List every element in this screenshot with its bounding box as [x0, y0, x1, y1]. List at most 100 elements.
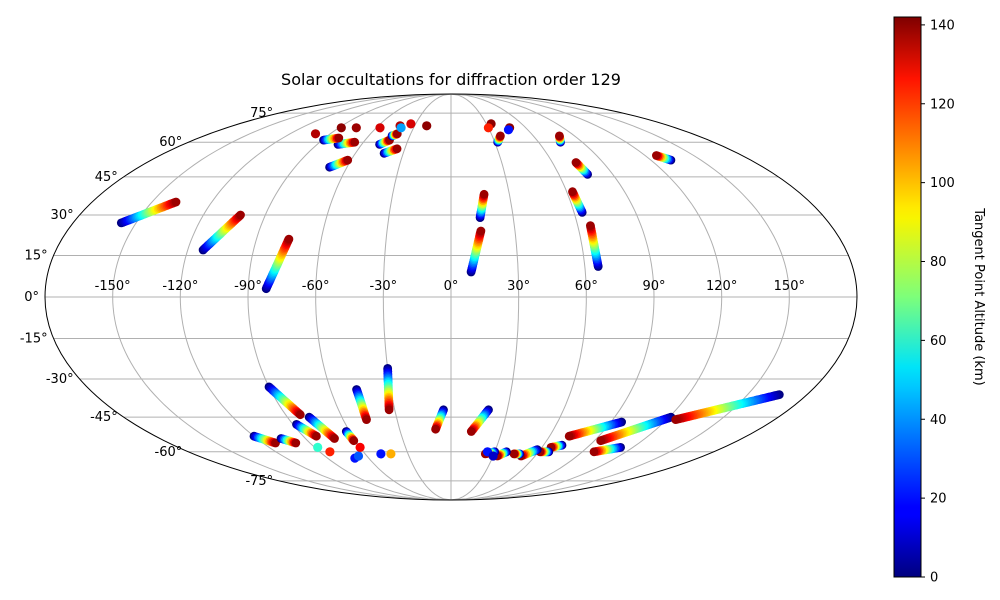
lon-tick-label: -150°	[95, 279, 131, 294]
occultation-track	[264, 382, 305, 420]
occultation-spot	[355, 442, 365, 452]
track-point	[586, 221, 595, 231]
occultation-track	[475, 189, 489, 223]
colorbar-tick-label: 80	[930, 255, 947, 270]
occultation-track	[671, 390, 784, 424]
occultation-track	[586, 221, 603, 271]
track-point	[171, 197, 181, 207]
occultation-track	[652, 151, 676, 165]
occultation-track	[249, 431, 280, 448]
lon-tick-label: 60°	[575, 279, 598, 294]
occultation-track	[375, 135, 394, 149]
occultation-track	[589, 443, 625, 457]
lon-tick-label: 150°	[774, 279, 805, 294]
lat-tick-label: -45°	[90, 410, 118, 425]
track-point	[571, 158, 581, 167]
colorbar-tick-label: 20	[930, 492, 947, 507]
occultation-track	[341, 427, 359, 446]
track-point	[349, 436, 359, 446]
colorbar	[893, 16, 922, 578]
occultation-track	[379, 144, 402, 158]
longitude-tick-labels: -150° -120° -90° -60° -30° 0° 30° 60° 90° 120° 150…	[95, 279, 805, 294]
track-point	[295, 410, 305, 420]
occultation-spot	[376, 449, 386, 459]
track-point	[384, 405, 394, 415]
occultation-spot	[351, 123, 361, 133]
track-point	[596, 436, 606, 446]
occultation-track	[304, 412, 339, 443]
track-point	[509, 449, 519, 459]
occultation-spot	[353, 451, 364, 461]
track-point	[589, 447, 599, 457]
track-point	[392, 144, 402, 154]
track-point	[568, 187, 577, 197]
occultation-track	[198, 210, 245, 255]
occultation-spot	[483, 123, 493, 133]
track-point	[334, 133, 344, 143]
track-point	[466, 427, 476, 436]
occultation-spot	[375, 123, 385, 133]
lon-tick-label: -120°	[162, 279, 198, 294]
occultation-track	[431, 405, 448, 434]
occultation-track	[292, 420, 321, 441]
occultation-track	[116, 197, 181, 228]
lat-tick-label: 0°	[24, 290, 39, 305]
track-point	[476, 226, 486, 236]
occultation-track	[564, 417, 626, 441]
colorbar-label: Tangent Point Altitude (km)	[971, 207, 986, 385]
occultation-track	[319, 133, 344, 145]
occultation-track	[261, 234, 294, 294]
colorbar-tick-label: 100	[930, 176, 955, 191]
occultation-spot	[488, 451, 498, 461]
occultation-spot	[325, 447, 335, 457]
occultation-spot	[503, 125, 514, 135]
occultation-track	[493, 131, 505, 147]
occultation-track	[276, 434, 301, 448]
occultation-track	[466, 405, 493, 436]
occultation-spot	[310, 129, 321, 139]
occultation-track	[352, 385, 371, 424]
occultation-spot	[336, 123, 346, 133]
lon-tick-label: 120°	[706, 279, 737, 294]
colorbar-tick-label: 140	[930, 18, 955, 33]
occultation-spot	[313, 442, 323, 452]
track-point	[431, 424, 440, 434]
lat-tick-label: -75°	[245, 474, 273, 489]
track-point	[496, 131, 505, 141]
chart-title: Solar occultations for diffraction order…	[281, 70, 621, 89]
lat-tick-label: -15°	[20, 332, 48, 347]
track-point	[350, 137, 360, 147]
occultation-track	[571, 158, 592, 179]
colorbar-tick-label: 40	[930, 413, 947, 428]
track-point	[343, 155, 353, 165]
graticule-grid	[45, 94, 857, 500]
track-point	[564, 431, 574, 441]
occultation-track	[568, 187, 587, 217]
occultation-track	[509, 449, 525, 459]
occultation-spot	[422, 121, 432, 131]
occultation-track	[387, 129, 402, 141]
track-point	[671, 415, 681, 424]
track-point	[291, 438, 301, 448]
lon-tick-label: 30°	[507, 279, 530, 294]
lat-tick-label: -30°	[46, 372, 74, 387]
track-point	[652, 151, 661, 160]
track-point	[555, 131, 564, 141]
lon-tick-label: -30°	[369, 279, 397, 294]
lon-tick-label: -60°	[302, 279, 330, 294]
occultation-spot	[406, 119, 416, 129]
colorbar-tick-label: 120	[930, 97, 955, 112]
occultation-track	[325, 155, 353, 172]
projection-boundary	[44, 93, 858, 501]
colorbar-tick-label: 60	[930, 334, 947, 349]
occultation-track	[466, 226, 486, 277]
occultation-track	[596, 412, 676, 446]
lat-tick-label: 30°	[51, 208, 74, 223]
occultation-track	[383, 364, 394, 415]
lat-tick-label: 45°	[95, 170, 118, 185]
track-point	[312, 431, 321, 441]
colorbar-tick-label: 0	[930, 571, 938, 586]
occultation-spot	[396, 123, 406, 133]
lat-tick-label: -60°	[155, 445, 183, 460]
lon-tick-label: 90°	[642, 279, 665, 294]
